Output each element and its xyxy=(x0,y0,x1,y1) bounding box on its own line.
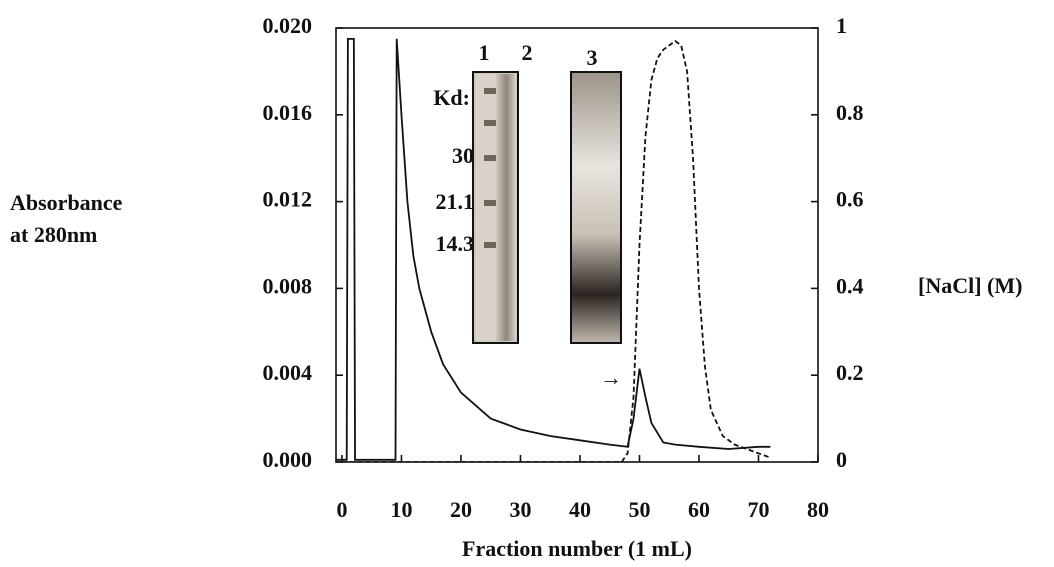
y-tick-label: 0.016 xyxy=(263,100,313,125)
x-tick-label: 80 xyxy=(807,497,829,522)
y2-tick-label: 0.8 xyxy=(836,100,864,125)
gel-panel xyxy=(570,71,622,344)
x-axis-label: Fraction number (1 mL) xyxy=(462,536,692,561)
gel-lane xyxy=(476,74,496,341)
lane-label: 1 xyxy=(479,40,490,65)
data-line xyxy=(336,37,771,461)
marker-label: 21.1 xyxy=(436,189,475,214)
x-tick-label: 70 xyxy=(747,497,769,522)
data-line xyxy=(341,39,771,462)
y-tick-label: 0.008 xyxy=(263,273,313,298)
x-tick-label: 30 xyxy=(509,497,531,522)
y2-tick-label: 0.2 xyxy=(836,360,864,385)
y-tick-label: 0.000 xyxy=(263,447,313,472)
gel-band xyxy=(484,200,496,206)
lane-label: 3 xyxy=(587,45,598,70)
x-tick-label: 60 xyxy=(688,497,710,522)
marker-label: 14.3 xyxy=(436,231,475,256)
y2-axis-label: [NaCl] (M) xyxy=(918,273,1022,298)
gel-band xyxy=(484,120,496,126)
y-tick-label: 0.012 xyxy=(263,187,313,212)
y-axis-label: at 280nm xyxy=(10,222,97,247)
y-tick-label: 0.020 xyxy=(263,13,313,38)
y2-tick-label: 0.6 xyxy=(836,187,864,212)
y2-tick-label: 0 xyxy=(836,447,847,472)
gel-band xyxy=(484,242,496,248)
arrow: → xyxy=(600,365,622,390)
marker-label: 30 xyxy=(452,143,474,168)
gel-inset: 1 2 3 Kd: 30 21.1 14.3 xyxy=(433,40,622,344)
x-tick-label: 40 xyxy=(569,497,591,522)
y-axis-label: Absorbance xyxy=(10,190,123,215)
y2-tick-label: 0.4 xyxy=(836,273,864,298)
gel-band xyxy=(484,88,496,94)
y2-tick-label: 1 xyxy=(836,13,847,38)
kd-label: Kd: xyxy=(433,85,470,110)
x-tick-label: 0 xyxy=(336,497,347,522)
x-tick-label: 20 xyxy=(450,497,472,522)
y-tick-label: 0.004 xyxy=(263,360,313,385)
x-tick-label: 50 xyxy=(628,497,650,522)
plot-area xyxy=(336,37,771,462)
x-tick-label: 10 xyxy=(390,497,412,522)
lane-label: 2 xyxy=(522,40,533,65)
gel-lane xyxy=(497,74,516,341)
gel-band xyxy=(484,155,496,161)
